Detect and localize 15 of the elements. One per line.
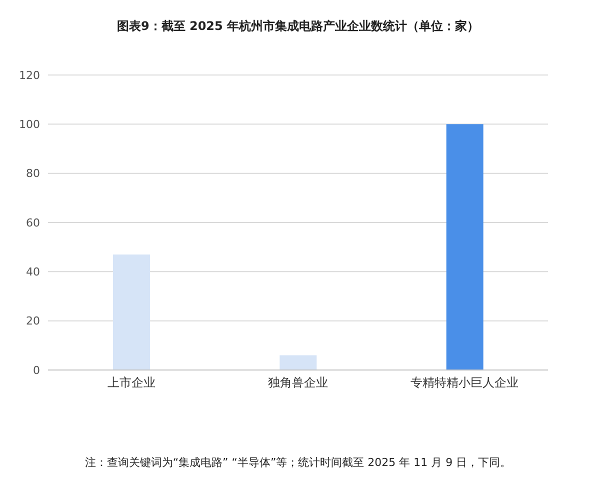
bar	[280, 355, 317, 370]
y-tick-label: 80	[26, 167, 40, 180]
y-tick-label: 20	[26, 314, 40, 328]
text: 注：查询关键词为“集成电路” “半导体”等；统计时间截至 2025 年 11 月 9 日，下同。	[84, 455, 512, 470]
chart-title: 图表9：截至 2025 年杭州市集成电路产业企业数统计（单位：家）	[116, 18, 480, 35]
y-tick-label: 100	[19, 118, 40, 132]
y-tick-label: 40	[26, 266, 40, 279]
x-tick-label: 专精特精小巨人企业	[410, 376, 519, 390]
y-tick-label: 60	[26, 216, 40, 230]
y-tick-label: 120	[19, 68, 40, 82]
x-tick-label: 独角兽企业	[268, 376, 328, 390]
y-tick-label: 0	[33, 364, 40, 377]
x-tick-label: 上市企业	[107, 376, 156, 390]
bar	[113, 254, 150, 370]
bar	[446, 124, 484, 370]
